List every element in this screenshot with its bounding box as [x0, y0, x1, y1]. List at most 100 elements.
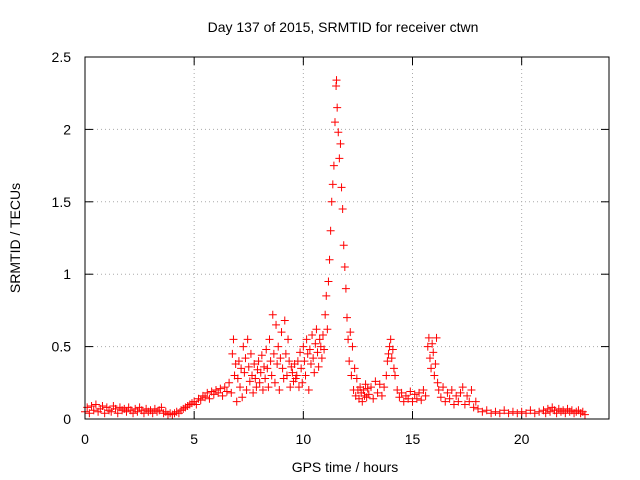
data-point — [445, 394, 454, 403]
data-point — [309, 354, 318, 363]
data-point — [139, 409, 148, 418]
data-point — [317, 354, 326, 363]
data-point — [436, 393, 445, 402]
data-point — [244, 362, 253, 371]
data-point — [305, 345, 314, 354]
data-point — [382, 371, 391, 380]
data-point — [432, 333, 441, 342]
data-point — [325, 255, 334, 264]
data-point — [282, 371, 291, 380]
x-tick-label: 10 — [296, 431, 312, 447]
data-point — [239, 342, 248, 351]
data-point — [335, 154, 344, 163]
data-point — [361, 380, 370, 389]
data-point — [463, 391, 472, 400]
data-point — [129, 409, 138, 418]
data-point — [348, 342, 357, 351]
data-point — [415, 388, 424, 397]
data-point — [336, 139, 345, 148]
data-point — [284, 335, 293, 344]
data-point — [384, 349, 393, 358]
data-point — [285, 357, 294, 366]
data-point — [296, 348, 305, 357]
data-point — [301, 371, 310, 380]
data-point — [85, 409, 94, 418]
data-point — [273, 359, 282, 368]
data-point — [233, 374, 242, 383]
data-point — [312, 325, 321, 334]
data-point — [91, 400, 100, 409]
data-point — [258, 386, 267, 395]
data-point — [264, 383, 273, 392]
data-point — [192, 400, 201, 409]
data-point — [441, 397, 450, 406]
data-point — [318, 331, 327, 340]
data-point — [329, 161, 338, 170]
data-point — [278, 364, 287, 373]
data-point — [350, 364, 359, 373]
data-point — [133, 407, 142, 416]
data-point — [406, 387, 415, 396]
data-point — [300, 357, 309, 366]
y-tick-label: 1 — [63, 266, 71, 282]
data-point — [345, 357, 354, 366]
data-point — [460, 400, 469, 409]
data-point — [443, 388, 452, 397]
data-point — [315, 335, 324, 344]
x-tick-label: 15 — [405, 431, 421, 447]
data-point — [334, 128, 343, 137]
data-point — [328, 180, 337, 189]
data-point — [454, 397, 463, 406]
data-point — [340, 262, 349, 271]
data-point — [322, 291, 331, 300]
data-point — [280, 316, 289, 325]
data-point — [214, 388, 223, 397]
data-point — [541, 409, 550, 418]
data-point — [517, 407, 526, 416]
data-point — [327, 197, 336, 206]
data-point — [397, 388, 406, 397]
data-point — [246, 349, 255, 358]
data-point — [89, 406, 98, 415]
y-tick-label: 0 — [63, 411, 71, 427]
data-point — [389, 364, 398, 373]
data-point — [421, 391, 430, 400]
data-point — [552, 409, 561, 418]
data-point — [561, 409, 570, 418]
data-point — [276, 354, 285, 363]
data-point — [399, 397, 408, 406]
data-point — [225, 378, 234, 387]
data-point — [343, 313, 351, 322]
data-point — [433, 378, 442, 387]
data-point — [320, 345, 329, 354]
data-point — [237, 364, 246, 373]
data-point — [292, 371, 301, 380]
data-point — [238, 393, 247, 402]
data-point — [98, 401, 107, 410]
data-point — [410, 390, 419, 399]
data-point — [424, 333, 433, 342]
data-point — [262, 345, 271, 354]
data-point — [240, 368, 249, 377]
data-point — [236, 383, 245, 392]
data-point — [429, 348, 438, 357]
data-point — [333, 103, 342, 112]
y-axis-ticks: 0 0.5 1 1.5 2 2.5 — [52, 49, 609, 427]
data-point — [338, 205, 347, 214]
data-point — [393, 386, 402, 395]
data-point — [377, 391, 386, 400]
data-point — [265, 335, 274, 344]
data-point — [447, 386, 456, 395]
x-tick-label: 0 — [81, 431, 89, 447]
data-point — [222, 387, 231, 396]
data-point — [263, 364, 272, 373]
data-point — [157, 403, 166, 412]
data-point — [196, 396, 205, 405]
data-point — [232, 397, 241, 406]
data-point — [404, 394, 413, 403]
data-point — [311, 339, 320, 348]
data-point — [286, 383, 295, 392]
data-point — [428, 339, 437, 348]
data-point — [267, 371, 276, 380]
